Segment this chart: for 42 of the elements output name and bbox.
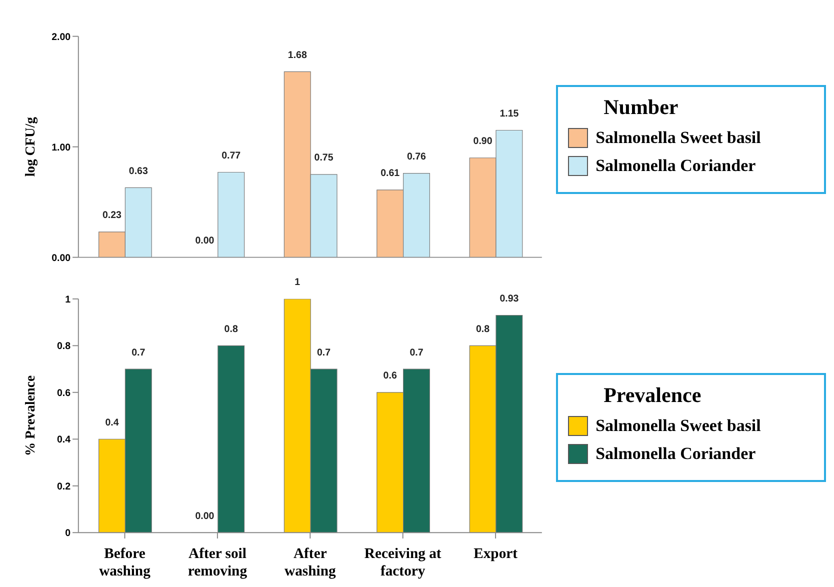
x-tick-label: After soil removing (188, 546, 248, 580)
x-tick-label: Receiving at factory (364, 546, 442, 580)
y-tick-label: 1.00 (52, 142, 72, 154)
y-tick-label: 0 (65, 528, 72, 540)
legend-title: Number (604, 94, 680, 120)
y-axis-title: % Prevalence (22, 375, 38, 456)
data-label: 1.68 (288, 50, 308, 61)
data-label: 0.7 (410, 347, 424, 358)
data-label: 1.15 (500, 108, 520, 120)
y-tick-label: 1 (65, 294, 72, 306)
legend-label: Salmonella Sweet basil (596, 416, 761, 436)
y-tick-label: 0.2 (57, 481, 72, 492)
data-label: 1 (294, 277, 301, 288)
data-label: 0.90 (473, 136, 493, 148)
data-label: 0.75 (314, 152, 334, 164)
y-tick-label: 0.4 (57, 434, 72, 446)
data-label: 0.8 (224, 324, 238, 335)
data-label: 0.00 (195, 510, 215, 522)
data-label: 0.00 (195, 236, 215, 247)
data-label: 0.7 (132, 347, 146, 358)
y-tick-label: 2.00 (52, 32, 72, 43)
data-label: 0.77 (222, 150, 241, 162)
data-label: 0.63 (128, 166, 148, 178)
y-tick-label: 0.00 (52, 252, 72, 264)
x-tick-label: Before washing (99, 546, 152, 580)
legend-label: Salmonella Coriander (596, 156, 756, 176)
legend-title: Prevalence (604, 383, 702, 408)
data-label: 0.7 (317, 347, 331, 358)
data-label: 0.61 (380, 168, 400, 180)
y-tick-label: 0.6 (57, 388, 72, 399)
legend-label: Salmonella Sweet basil (596, 128, 761, 148)
data-label: 0.4 (105, 417, 120, 428)
data-label: 0.8 (476, 324, 490, 335)
y-tick-label: 0.8 (57, 341, 72, 352)
data-label: 0.93 (500, 294, 520, 305)
legend-label: Salmonella Coriander (596, 444, 756, 464)
data-label: 0.76 (406, 152, 427, 163)
y-axis-title: log CFU/g (22, 116, 38, 177)
data-label: 0.6 (383, 370, 398, 382)
data-label: 0.23 (102, 210, 122, 222)
x-tick-label: After washing (284, 546, 336, 580)
x-tick-label: Export (474, 546, 518, 562)
